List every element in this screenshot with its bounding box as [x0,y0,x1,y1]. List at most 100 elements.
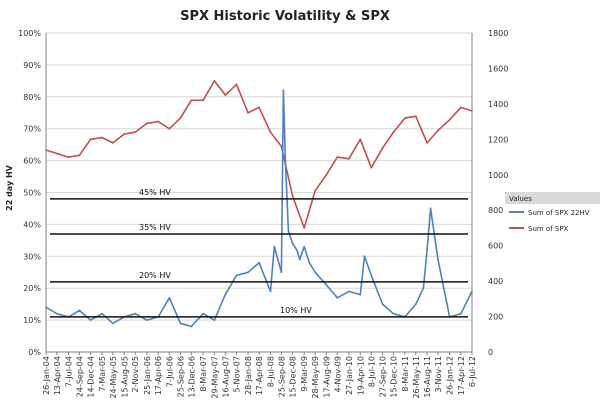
data-point [359,138,362,141]
x-tick-label: 24-May-05 [109,356,118,399]
data-point [422,287,425,290]
data-point [280,271,283,274]
data-point [295,249,298,251]
data-point [325,173,328,176]
data-point [448,118,451,121]
y-right-tick-label: 0 [488,348,493,357]
data-point [442,287,445,290]
x-tick-label: 5-Nov-07 [232,356,241,392]
y-right-tick-label: 600 [488,242,503,251]
data-point [134,131,137,134]
data-point [414,115,417,118]
reference-lines: 45% HV 35% HV 20% HV 10% HV [50,188,468,318]
data-point [426,142,428,144]
data-point [287,229,290,232]
data-point [370,166,373,169]
data-point [190,99,193,102]
x-tick-label: 25-Jan-06 [143,356,152,395]
data-point [224,94,227,96]
data-point [325,284,328,286]
data-point [359,293,362,296]
y-right-tick-label: 400 [488,277,503,286]
data-point [303,227,306,229]
data-point [258,106,260,109]
data-point [348,157,350,160]
data-point [55,312,58,315]
y-left-tick-label: 50% [23,189,41,198]
data-point [213,80,216,82]
x-tick-label: 26-Jan-04 [42,356,51,395]
x-tick-label: 17-Apr-06 [154,356,163,395]
data-point [247,271,250,274]
x-tick-label: 28-May-09 [311,356,320,399]
data-point [348,290,350,293]
x-tick-label: 28-Jan-08 [244,356,253,395]
data-point [112,322,114,325]
reference-line-label: 20% HV [139,271,171,280]
x-tick-label: 6-Jul-12 [468,356,477,387]
data-point [202,99,205,102]
y-left-tick-label: 40% [23,220,41,229]
data-point [145,122,148,125]
data-point [89,319,92,321]
chart-title: SPX Historic Volatility & SPX [180,9,390,24]
x-tick-label: 27-Sep-10 [378,356,387,397]
data-point [314,271,317,274]
data-point [168,127,171,130]
y-left-tick-label: 20% [23,284,41,293]
reference-line-label: 35% HV [139,223,171,232]
data-point [303,245,306,248]
series-spx [45,80,473,229]
data-point [282,89,285,92]
data-point [437,258,439,261]
data-point [392,131,395,134]
y-right-tick-label: 200 [488,313,503,322]
data-point [460,106,462,109]
y-right-tick-label: 1600 [488,64,508,73]
legend-label-hv: Sum of SPX 22HV [528,209,590,217]
y-left-tick-label: 80% [23,93,41,102]
y-axis-title: 22 day HV [5,164,14,210]
series-layer [45,80,473,328]
data-point [269,131,272,134]
x-tick-label: 27-Jan-10 [345,356,354,395]
x-tick-label: 14-Dec-04 [87,356,96,398]
x-tick-label: 25-Sep-08 [277,356,286,397]
data-point [235,83,238,86]
x-tick-label: 16-Aug-11 [423,356,432,398]
x-tick-label: 17-Apr-08 [255,356,264,395]
data-point [157,120,160,123]
x-axis-ticks: 26-Jan-04 13-Apr-04 7-Jul-04 24-Sep-04 14-De… [42,352,477,399]
y-left-tick-label: 70% [23,125,41,134]
legend-title: Values [509,195,532,203]
series-line [45,80,473,229]
x-tick-label: 9-Mar-09 [300,356,309,392]
data-point [314,189,317,192]
data-point [190,325,193,328]
y-right-tick-label: 1400 [488,100,508,109]
reference-line-label: 45% HV [139,188,171,197]
data-point [437,129,439,132]
data-point [414,303,417,305]
right-axis-ticks: 0 200 400 600 800 1000 1200 1400 1600 1800 [488,29,508,357]
gridlines [46,32,472,321]
x-tick-label: 13-Dec-06 [187,356,196,398]
data-point [123,133,126,135]
x-tick-label: 4-Nov-09 [333,356,342,392]
data-point [78,154,81,157]
data-point [67,156,70,159]
data-point [101,136,103,139]
y-left-tick-label: 90% [23,61,41,70]
x-tick-label: 26-May-11 [412,356,421,399]
data-point [55,152,58,155]
data-point [145,319,148,321]
x-tick-label: 8-Mar-07 [199,356,208,392]
series-line [45,89,473,328]
data-point [202,312,205,315]
data-point [381,303,384,305]
x-tick-label: 26-Jan-12 [446,356,455,395]
x-tick-label: 15-Aug-05 [120,356,129,398]
data-point [258,261,260,264]
data-point [179,117,182,119]
